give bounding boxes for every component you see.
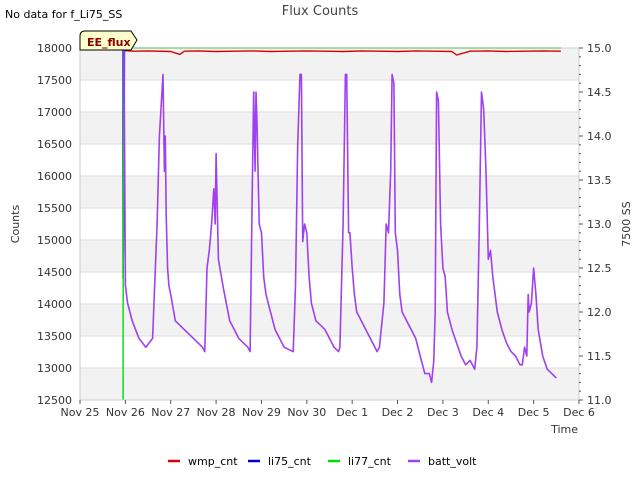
badge-label: EE_flux xyxy=(87,36,131,49)
y-tick-label: 14000 xyxy=(37,298,72,311)
background-band xyxy=(80,368,579,400)
y2-axis-label: 7500 SS xyxy=(620,201,633,246)
background-band xyxy=(80,112,579,144)
legend: wmp_cnt li75_cnt li77_cnt batt_volt xyxy=(168,455,477,468)
y2-tick-label: 13.0 xyxy=(587,218,612,231)
y-tick-label: 16000 xyxy=(37,170,72,183)
x-tick-label: Dec 4 xyxy=(472,406,504,419)
x-axis-label: Time xyxy=(550,423,578,436)
x-tick-label: Dec 2 xyxy=(382,406,414,419)
badge-shape xyxy=(79,30,138,51)
y-tick-label: 17000 xyxy=(37,106,72,119)
y2-tick-label: 15.0 xyxy=(587,42,612,55)
x-tick-label: Dec 6 xyxy=(563,406,595,419)
y-tick-label: 15500 xyxy=(37,202,72,215)
x-tick-label: Nov 30 xyxy=(287,406,326,419)
background-band xyxy=(80,208,579,240)
y2-tick-label: 11.0 xyxy=(587,394,612,407)
x-tick-label: Nov 27 xyxy=(151,406,190,419)
background-band xyxy=(80,80,579,112)
legend-label-li77-cnt: li77_cnt xyxy=(348,455,392,468)
legend-label-li75-cnt: li75_cnt xyxy=(268,455,312,468)
y-axis-left: 12500 13000 13500 14000 14500 15000 15500 16000… xyxy=(37,42,72,407)
x-tick-label: Dec 3 xyxy=(427,406,459,419)
y2-tick-label: 14.0 xyxy=(587,130,612,143)
y-tick-label: 18000 xyxy=(37,42,72,55)
series-line-wmp-cnt xyxy=(123,49,561,56)
y2-tick-label: 14.5 xyxy=(587,86,612,99)
y-axis-label: Counts xyxy=(9,205,22,244)
x-tick-label: Nov 28 xyxy=(197,406,236,419)
x-tick-label: Dec 5 xyxy=(518,406,550,419)
x-axis: Nov 25 Nov 26 Nov 27 Nov 28 Nov 29 Nov 30 Dec … xyxy=(61,400,595,419)
background-band xyxy=(80,304,579,336)
plot-background-bands xyxy=(80,48,579,400)
y-tick-label: 14500 xyxy=(37,266,72,279)
x-tick-label: Nov 25 xyxy=(61,406,100,419)
y2-tick-label: 12.5 xyxy=(587,262,612,275)
y2-tick-label: 12.0 xyxy=(587,306,612,319)
y-tick-label: 15000 xyxy=(37,234,72,247)
background-band xyxy=(80,336,579,368)
y2-tick-label: 11.5 xyxy=(587,350,612,363)
ee-flux-badge: EE_flux xyxy=(79,30,138,51)
legend-label-batt-volt: batt_volt xyxy=(428,455,477,468)
chart-title: Flux Counts xyxy=(282,4,359,19)
x-tick-label: Nov 29 xyxy=(242,406,281,419)
y2-tick-label: 13.5 xyxy=(587,174,612,187)
x-tick-label: Dec 1 xyxy=(336,406,368,419)
y-tick-label: 16500 xyxy=(37,138,72,151)
background-band xyxy=(80,240,579,272)
y-tick-label: 13000 xyxy=(37,362,72,375)
x-tick-label: Nov 26 xyxy=(106,406,145,419)
y-tick-label: 17500 xyxy=(37,74,72,87)
y-tick-label: 13500 xyxy=(37,330,72,343)
y-axis-right: 11.0 11.5 12.0 12.5 13.0 13.5 14.0 14.5 15.0 xyxy=(579,42,612,407)
background-band xyxy=(80,176,579,208)
y-tick-label: 12500 xyxy=(37,394,72,407)
background-band xyxy=(80,48,579,80)
no-data-note: No data for f_Li75_SS xyxy=(5,8,122,21)
series-line-batt-volt xyxy=(123,47,557,384)
legend-label-wmp-cnt: wmp_cnt xyxy=(188,455,238,468)
background-band xyxy=(80,144,579,176)
